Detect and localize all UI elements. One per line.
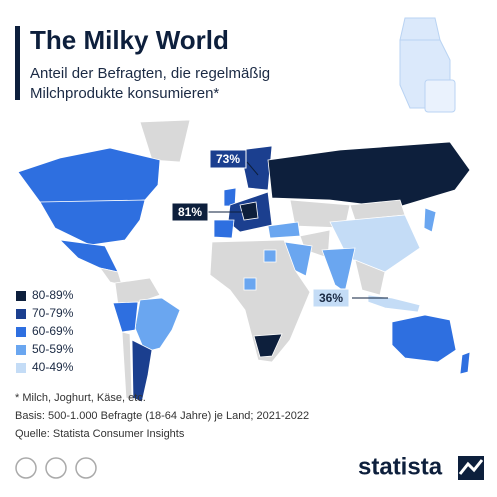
southeast-asia — [354, 259, 386, 296]
nigeria — [243, 277, 257, 291]
callout-label: 36% — [319, 291, 343, 305]
milk-icon — [399, 17, 456, 113]
footnote: * Milch, Joghurt, Käse, etc. — [15, 392, 146, 404]
subtitle: Milchprodukte konsumieren* — [30, 85, 219, 102]
scandinavia — [239, 145, 273, 191]
callout-lines — [208, 161, 388, 299]
license-icons — [15, 457, 97, 479]
africa — [209, 239, 311, 363]
legend-label: 40-49% — [32, 360, 74, 374]
russia — [267, 141, 471, 209]
new-zealand — [459, 351, 471, 375]
australia — [391, 314, 457, 363]
argentina — [131, 339, 153, 403]
peru — [112, 301, 139, 333]
brand: statista — [358, 453, 443, 480]
greenland — [139, 119, 191, 163]
chile — [121, 331, 133, 401]
legend-swatch — [16, 309, 26, 319]
south-africa — [253, 333, 283, 358]
legend-label: 80-89% — [32, 288, 74, 302]
egypt — [263, 249, 277, 263]
iberia — [213, 219, 235, 239]
legend-label: 60-69% — [32, 324, 74, 338]
indonesia — [367, 294, 421, 313]
subtitle: Anteil der Befragten, die regelmäßig — [30, 65, 270, 82]
legend-swatch — [16, 291, 26, 301]
legend-swatch — [16, 327, 26, 337]
title-bar — [15, 26, 20, 100]
brazil — [134, 297, 181, 353]
legend-label: 70-79% — [32, 306, 74, 320]
usa — [39, 199, 146, 246]
callout-box — [209, 149, 247, 169]
north-south-america — [114, 277, 161, 306]
legend-swatch — [16, 345, 26, 355]
callout-label: 81% — [178, 205, 202, 219]
japan — [423, 207, 437, 233]
callouts: 73% 81% 36% — [171, 149, 350, 308]
legend: 80-89% 70-79% 60-69% 50-59% 40-49% — [10, 284, 94, 380]
legend-label: 50-59% — [32, 342, 74, 356]
callout-label: 73% — [216, 152, 240, 166]
title: The Milky World — [30, 25, 229, 55]
legend-swatch — [16, 363, 26, 373]
world-map — [17, 119, 471, 403]
germany — [239, 201, 259, 221]
callout-box — [312, 288, 350, 308]
brand-logo — [458, 456, 484, 480]
callout-box — [171, 202, 209, 222]
footnote: Quelle: Statista Consumer Insights — [15, 428, 185, 440]
footnote: Basis: 500-1.000 Befragte (18-64 Jahre) … — [15, 410, 309, 422]
